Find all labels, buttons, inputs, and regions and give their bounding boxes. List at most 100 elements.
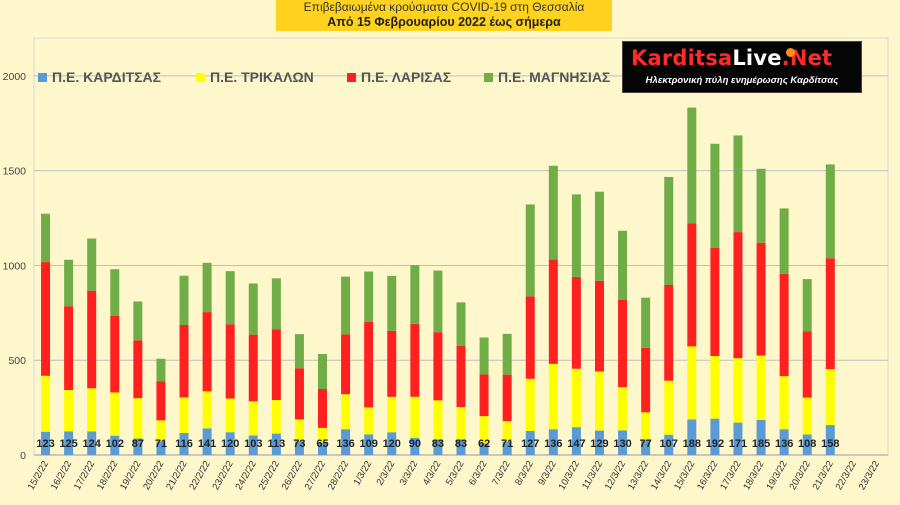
legend-swatch <box>347 73 356 82</box>
x-tick-label: 13/3/22 <box>626 459 651 492</box>
bar-segment-0 <box>548 429 558 455</box>
data-label: 77 <box>640 438 652 450</box>
data-label: 136 <box>775 438 793 450</box>
bar-segment-1 <box>687 346 697 420</box>
bar-segment-1 <box>179 397 189 434</box>
bar-segment-2 <box>756 242 766 356</box>
karditsalive-logo: KarditsaLive.Net Ηλεκτρονική πύλη ενημέρ… <box>622 41 862 93</box>
bar-segment-1 <box>110 392 120 436</box>
bar-segment-0 <box>110 435 120 455</box>
bar-segment-3 <box>548 165 558 260</box>
x-tick-label: 20/2/22 <box>141 459 166 492</box>
x-tick-label: 20/3/22 <box>787 459 812 492</box>
x-tick-label: 7/3/22 <box>490 459 513 487</box>
bar-segment-2 <box>341 334 351 395</box>
bar-segment-0 <box>87 431 97 455</box>
bar-segment-3 <box>641 297 651 348</box>
data-label: 188 <box>683 438 701 450</box>
bar-segment-1 <box>41 375 51 432</box>
x-tick-label: 23/3/22 <box>857 459 882 492</box>
bar-segment-1 <box>133 398 143 439</box>
x-tick-label: 2/3/22 <box>375 459 398 487</box>
bar-segment-1 <box>156 420 166 442</box>
bar-segment-3 <box>618 230 628 300</box>
data-label: 123 <box>36 438 54 450</box>
x-tick-label: 17/2/22 <box>72 459 97 492</box>
bar-segment-1 <box>294 419 304 442</box>
bar-segment-2 <box>571 276 581 369</box>
bar-segment-1 <box>779 376 789 430</box>
bar-segment-0 <box>341 429 351 455</box>
bar-segment-2 <box>248 334 258 402</box>
x-tick-label: 25/2/22 <box>257 459 282 492</box>
x-tick-label: 19/2/22 <box>118 459 143 492</box>
data-label: 130 <box>613 438 631 450</box>
x-axis: 15/2/2216/2/2217/2/2218/2/2219/2/2220/2/… <box>26 459 882 492</box>
x-tick-label: 16/3/22 <box>695 459 720 492</box>
logo-name: KarditsaLive.Net <box>631 46 833 70</box>
bar-segment-2 <box>41 262 51 376</box>
bar-segment-2 <box>641 347 651 413</box>
bar-segment-2 <box>802 331 812 398</box>
x-tick-label: 18/3/22 <box>741 459 766 492</box>
logo-tagline: Ηλεκτρονική πύλη ενημέρωσης Καρδίτσας <box>645 75 839 86</box>
data-label: 124 <box>83 438 102 450</box>
bar-segment-3 <box>410 265 420 324</box>
bar-segment-0 <box>364 434 374 455</box>
bar-segment-1 <box>825 369 835 426</box>
bar-segment-2 <box>318 389 328 428</box>
data-label: 107 <box>660 438 678 450</box>
legend-swatch <box>196 73 205 82</box>
legend-swatch <box>38 73 47 82</box>
bar-segment-1 <box>548 363 558 430</box>
bar-segment-1 <box>641 412 651 441</box>
x-tick-label: 17/3/22 <box>718 459 743 492</box>
bar-segment-3 <box>248 283 258 335</box>
data-label: 102 <box>106 438 124 450</box>
bar-segment-3 <box>225 271 235 325</box>
chart-subtitle: Από 15 Φεβρουαρίου 2022 έως σήμερα <box>327 15 561 29</box>
data-label: 158 <box>821 438 839 450</box>
bar-segment-3 <box>525 204 535 297</box>
bar-segment-3 <box>341 276 351 335</box>
bar-segment-1 <box>433 400 443 440</box>
logo-figure-icon <box>786 48 795 57</box>
x-tick-label: 26/2/22 <box>280 459 305 492</box>
bar-segment-0 <box>641 440 651 455</box>
bar-segment-3 <box>110 269 120 316</box>
bar-segment-2 <box>594 280 604 372</box>
bar-segment-0 <box>41 431 51 455</box>
bar-segment-0 <box>294 441 304 455</box>
bar-segment-1 <box>202 391 212 429</box>
bar-segment-1 <box>387 396 397 433</box>
data-label: 83 <box>455 438 467 450</box>
bar-segment-3 <box>825 164 835 259</box>
bar-segment-0 <box>64 431 74 455</box>
data-label: 71 <box>501 438 513 450</box>
bar-segment-0 <box>133 438 143 455</box>
legend-entry: Π.Ε. ΛΑΡΙΣΑΣ <box>361 69 451 85</box>
data-label: 108 <box>798 438 816 450</box>
x-tick-label: 21/3/22 <box>811 459 836 492</box>
x-tick-label: 6/3/22 <box>467 459 490 487</box>
bar-segment-1 <box>341 394 351 430</box>
bar-segment-1 <box>571 368 581 428</box>
bar-segment-3 <box>687 107 697 224</box>
bar-segment-1 <box>710 356 720 419</box>
bar-segment-0 <box>456 439 466 455</box>
bar-segment-1 <box>456 407 466 440</box>
bar-segment-2 <box>687 223 697 347</box>
legend-entry: Π.Ε. ΜΑΓΝΗΣΙΑΣ <box>498 69 610 85</box>
x-tick-label: 24/2/22 <box>233 459 258 492</box>
data-label: 120 <box>383 438 401 450</box>
data-label: 73 <box>293 438 305 450</box>
data-label: 141 <box>198 438 216 450</box>
bar-segment-2 <box>433 332 443 401</box>
bar-segment-2 <box>733 232 743 359</box>
bar-segment-0 <box>525 430 535 455</box>
data-label: 103 <box>244 438 262 450</box>
x-tick-label: 8/3/22 <box>513 459 536 487</box>
bar-segment-3 <box>133 301 143 341</box>
y-tick-label: 1000 <box>3 260 27 272</box>
